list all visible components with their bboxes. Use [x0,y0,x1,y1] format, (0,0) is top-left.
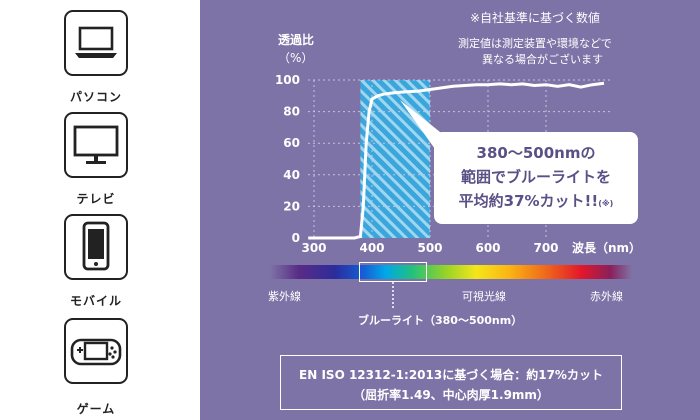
smartphone-icon [82,221,110,271]
y-axis-ticks: 0 20 40 60 80 100 [275,73,300,245]
callout-line-3: 平均約37%カット!!(※) [434,190,638,215]
iso-line-1: EN ISO 12312-1:2013に基づく場合：約17%カット [299,368,603,382]
monitor-device-card [64,112,128,178]
footnote-measure-1: 測定値は測定装置や環境などで [458,37,612,50]
laptop-icon [75,26,117,58]
device-label-tv: テレビ [76,192,116,206]
y-tick-label: 80 [283,105,300,119]
blue-light-bracket [359,262,427,282]
footnote-standard: ※自社基準に基づく数値 [470,11,601,25]
x-tick-label: 700 [533,241,558,255]
light-spectrum-bar [270,265,632,279]
y-tick-label: 0 [292,231,300,245]
y-tick-label: 20 [283,199,300,213]
device-label-mobile: モバイル [69,294,122,308]
iso-line-2: （屈折率1.49、中心肉厚1.9mm） [353,388,549,402]
device-label-game: ゲーム [76,402,116,416]
footnote-measure-2: 異なる場合がございます [482,53,603,66]
chart-panel: 0 20 40 60 80 100 300 400 500 600 700 透過比 （%） 波長（… [200,0,700,420]
monitor-icon [73,125,119,164]
x-axis-ticks: 300 400 500 600 700 [301,241,558,255]
laptop-device-card [64,10,128,76]
x-tick-label: 400 [359,241,384,255]
transmission-curve [308,81,605,240]
blue-light-range-label: ブルーライト（380～500nm） [358,314,523,327]
y-axis-label: 透過比 [278,32,314,47]
callout-note-mark: (※) [598,199,614,208]
ir-label: 赤外線 [590,290,623,303]
y-tick-label: 100 [275,73,300,87]
x-tick-label: 600 [475,241,500,255]
cut-rate-callout: 380～500nmの 範囲でブルーライトを 平均約37%カット!!(※) [434,132,638,224]
callout-line-1: 380～500nmの [476,144,596,162]
y-axis-unit: （%） [278,51,313,65]
uv-label: 紫外線 [268,290,301,303]
x-tick-label: 500 [417,241,442,255]
x-tick-label: 300 [301,241,326,255]
iso-standard-box: EN ISO 12312-1:2013に基づく場合：約17%カット （屈折率1.… [280,355,622,410]
device-label-laptop: パソコン [69,90,122,104]
callout-pointer [400,100,440,156]
gamepad-device-card [64,318,128,384]
x-axis-label: 波長（nm） [572,240,641,255]
y-tick-label: 40 [283,168,300,182]
phone-device-card [64,214,128,280]
y-tick-label: 60 [283,136,300,150]
device-list: パソコン テレビ モバイル ゲーム [0,0,200,420]
callout-line-2: 範囲でブルーライトを [460,168,611,186]
visible-light-label: 可視光線 [462,290,506,303]
game-console-icon [70,338,122,366]
bracket-leader-line [392,282,394,308]
callout-cut-text: 平均約37%カット!! [458,192,599,210]
